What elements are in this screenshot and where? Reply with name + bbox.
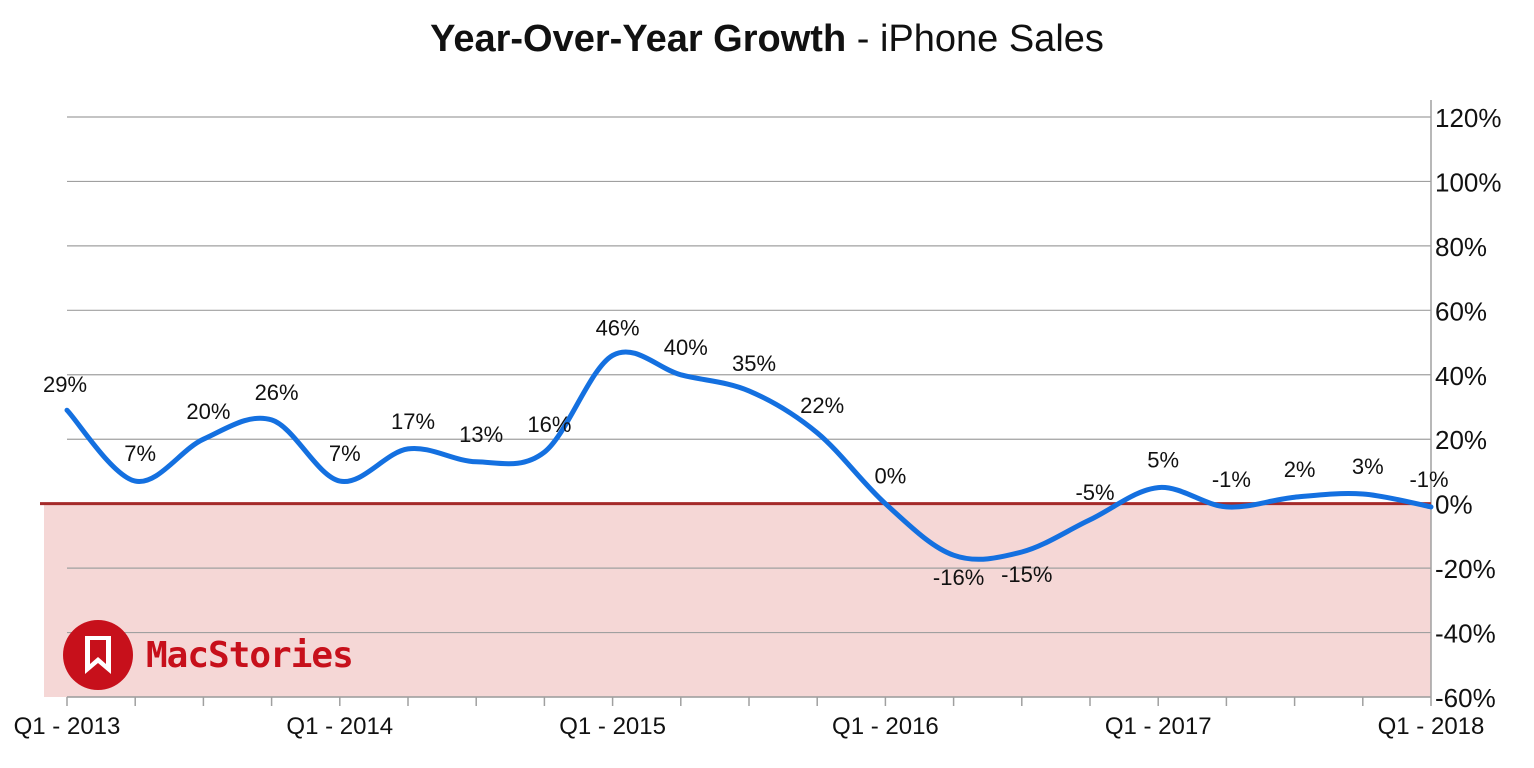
y-tick-label: 120%	[1435, 103, 1502, 133]
y-tick-label: -60%	[1435, 683, 1496, 713]
data-label: 22%	[800, 393, 844, 418]
data-label: 3%	[1352, 454, 1384, 479]
y-tick-label: 0%	[1435, 490, 1473, 520]
x-tick-label: Q1 - 2015	[559, 713, 666, 740]
chart-title-subtitle: iPhone Sales	[879, 18, 1104, 60]
y-tick-label: -20%	[1435, 554, 1496, 584]
data-label: 20%	[186, 399, 230, 424]
data-label: 46%	[596, 315, 640, 340]
data-label: 35%	[732, 351, 776, 376]
data-label: 7%	[124, 441, 156, 466]
negative-region	[44, 503, 1431, 697]
y-tick-label: 100%	[1435, 167, 1502, 197]
data-label: 7%	[329, 441, 361, 466]
data-label: 29%	[43, 372, 87, 397]
y-tick-label: 80%	[1435, 232, 1487, 262]
chart-title: Year-Over-Year Growth - iPhone Sales	[0, 18, 1534, 61]
data-label: -1%	[1212, 467, 1251, 492]
x-tick-label: Q1 - 2016	[832, 713, 939, 740]
chart-title-bold: Year-Over-Year Growth	[430, 18, 847, 60]
x-tick-label: Q1 - 2018	[1378, 713, 1485, 740]
series-line	[64, 349, 1434, 562]
y-tick-label: 60%	[1435, 296, 1487, 326]
y-tick-label: 40%	[1435, 361, 1487, 391]
data-label: 13%	[459, 422, 503, 447]
x-tick-label: Q1 - 2017	[1105, 713, 1212, 740]
chart-title-separator: -	[856, 18, 870, 60]
data-label: -16%	[933, 565, 984, 590]
y-tick-label: -40%	[1435, 619, 1496, 649]
data-label: 26%	[255, 380, 299, 405]
data-label: 40%	[664, 335, 708, 360]
data-label: 0%	[875, 464, 907, 489]
data-label: 5%	[1147, 448, 1179, 473]
macstories-logo: MacStories	[62, 620, 354, 690]
x-tick-label: Q1 - 2013	[14, 713, 121, 740]
data-label: -15%	[1001, 562, 1052, 587]
data-label: 16%	[527, 412, 571, 437]
data-label: 2%	[1284, 457, 1316, 482]
bookmark-icon	[63, 620, 133, 690]
y-tick-label: 20%	[1435, 425, 1487, 455]
data-label: -5%	[1075, 480, 1114, 505]
data-label: -1%	[1409, 467, 1448, 492]
x-tick-label: Q1 - 2014	[286, 713, 393, 740]
data-label: 17%	[391, 409, 435, 434]
brand-name: MacStories	[146, 634, 354, 676]
